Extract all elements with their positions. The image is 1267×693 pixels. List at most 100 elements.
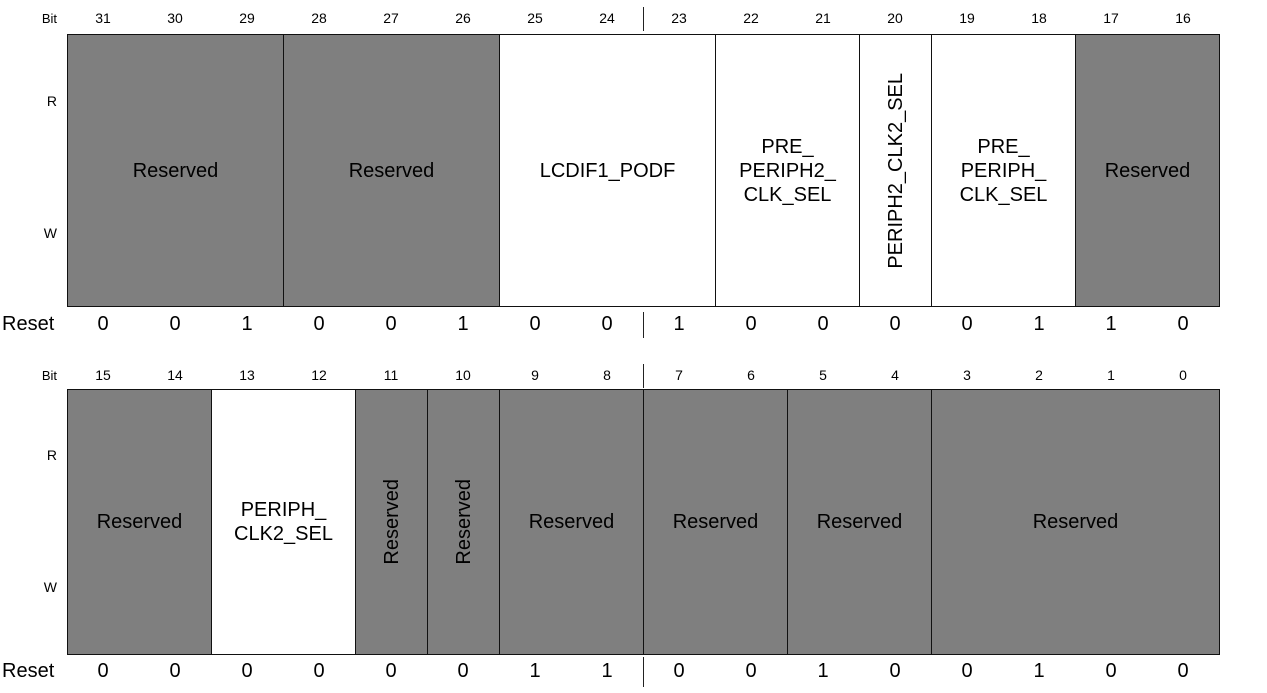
register-field: PRE_ PERIPH_ CLK_SEL	[931, 34, 1076, 307]
bit-number: 5	[819, 367, 827, 383]
byte-divider	[643, 312, 644, 338]
bit-number: 6	[747, 367, 755, 383]
bit-number: 12	[311, 367, 327, 383]
field-label: Reserved	[1104, 159, 1191, 182]
bit-number: 25	[527, 10, 543, 26]
field-label: Reserved	[672, 511, 759, 533]
bit-number: 3	[963, 367, 971, 383]
register-field: PERIPH2_CLK2_SEL	[859, 34, 932, 307]
bit-number: 11	[383, 367, 399, 383]
reset-value: 0	[673, 660, 685, 682]
bit-number: 10	[455, 367, 471, 383]
reserved-field: Reserved	[1075, 34, 1220, 307]
bit-number: 26	[455, 10, 471, 26]
bit-number: 29	[239, 10, 255, 26]
register-field: LCDIF1_PODF	[499, 34, 716, 307]
reset-value: 0	[1177, 660, 1189, 682]
reset-value: 0	[457, 660, 469, 682]
reset-value: 0	[529, 313, 541, 335]
reset-value: 0	[889, 660, 901, 682]
field-label: Reserved	[96, 511, 183, 533]
reset-value: 0	[817, 313, 829, 335]
reset-label: Reset	[2, 313, 55, 335]
reset-value: 0	[961, 660, 973, 682]
bit-number: 1	[1107, 367, 1115, 383]
reset-value: 0	[313, 313, 325, 335]
bit-number: 0	[1179, 367, 1187, 383]
field-label: Reserved	[348, 159, 435, 182]
bit-number: 20	[887, 10, 903, 26]
reserved-field: Reserved	[283, 34, 500, 307]
reserved-field: Reserved	[787, 389, 932, 655]
reset-label: Reset	[2, 660, 55, 682]
byte-divider	[643, 7, 644, 31]
bit-number: 21	[815, 10, 831, 26]
reset-value: 0	[97, 660, 109, 682]
bit-number: 24	[599, 10, 615, 26]
field-label: Reserved	[132, 159, 219, 182]
read-label: R	[46, 447, 57, 463]
field-label: LCDIF1_PODF	[539, 159, 676, 182]
field-label: Reserved	[452, 479, 475, 565]
bit-number: 14	[167, 367, 183, 383]
reset-value: 0	[745, 313, 757, 335]
register-field: PERIPH_ CLK2_SEL	[211, 389, 356, 655]
reset-value: 0	[745, 660, 757, 682]
read-label: R	[46, 93, 57, 109]
reserved-field: Reserved	[643, 389, 788, 655]
reserved-field: Reserved	[931, 389, 1220, 655]
reserved-field: Reserved	[355, 389, 428, 655]
field-label: PRE_ PERIPH_ CLK_SEL	[959, 135, 1048, 206]
reserved-field: Reserved	[499, 389, 644, 655]
bit-number: 28	[311, 10, 327, 26]
reset-value: 0	[385, 660, 397, 682]
bit-number: 30	[167, 10, 183, 26]
reset-value: 1	[1033, 660, 1045, 682]
byte-divider	[643, 364, 644, 388]
bit-number: 18	[1031, 10, 1047, 26]
reset-value: 0	[889, 313, 901, 335]
register-field: PRE_ PERIPH2_ CLK_SEL	[715, 34, 860, 307]
reset-value: 0	[1105, 660, 1117, 682]
bit-number: 19	[959, 10, 975, 26]
bit-number: 13	[239, 367, 255, 383]
reset-value: 1	[457, 313, 469, 335]
bit-number: 7	[675, 367, 683, 383]
field-label: Reserved	[380, 479, 403, 565]
reset-value: 1	[1105, 313, 1117, 335]
field-label: PERIPH2_CLK2_SEL	[884, 72, 907, 269]
reset-value: 0	[601, 313, 613, 335]
bit-number: 22	[743, 10, 759, 26]
field-label: Reserved	[1032, 511, 1119, 533]
bit-number: 27	[383, 10, 399, 26]
reset-value: 0	[313, 660, 325, 682]
write-label: W	[43, 579, 57, 595]
bit-number: 9	[531, 367, 539, 383]
bit-number: 31	[95, 10, 111, 26]
reset-value: 1	[601, 660, 613, 682]
bit-number: 16	[1175, 10, 1191, 26]
reset-value: 0	[385, 313, 397, 335]
reset-value: 0	[241, 660, 253, 682]
reset-value: 1	[529, 660, 541, 682]
reset-value: 1	[673, 313, 685, 335]
reset-value: 0	[961, 313, 973, 335]
reset-value: 1	[241, 313, 253, 335]
bit-number: 17	[1103, 10, 1119, 26]
reset-value: 1	[817, 660, 829, 682]
bit-number: 23	[671, 10, 687, 26]
bit-header-label: Bit	[41, 368, 57, 383]
field-label: Reserved	[528, 511, 615, 533]
reset-value: 0	[1177, 313, 1189, 335]
field-label: Reserved	[816, 511, 903, 533]
bit-number: 8	[603, 367, 611, 383]
field-label: PERIPH_ CLK2_SEL	[234, 499, 333, 545]
bit-number: 4	[891, 367, 899, 383]
bit-header-label: Bit	[41, 11, 57, 26]
reset-value: 0	[169, 313, 181, 335]
reset-value: 0	[97, 313, 109, 335]
write-label: W	[43, 225, 57, 241]
bit-number: 15	[95, 367, 111, 383]
reserved-field: Reserved	[67, 34, 284, 307]
reset-value: 1	[1033, 313, 1045, 335]
